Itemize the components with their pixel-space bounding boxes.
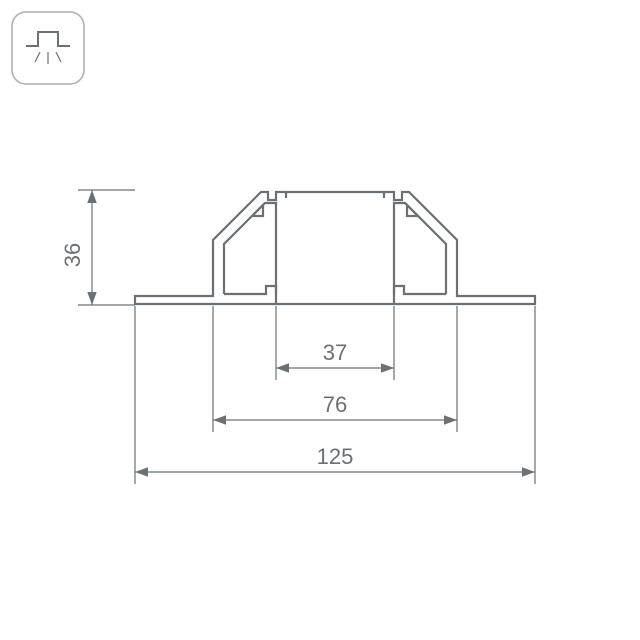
dimension-opening-value: 37: [323, 340, 347, 365]
dimension-height: 36: [60, 190, 135, 305]
profile-section: [135, 192, 535, 304]
downlight-icon: [12, 12, 84, 84]
dimension-height-value: 36: [60, 243, 85, 267]
technical-drawing: 36 37 76 125: [0, 0, 640, 640]
dimension-total-value: 125: [317, 444, 354, 469]
dimension-opening: 37: [276, 306, 394, 380]
dimension-inner: 76: [213, 306, 457, 432]
dimension-inner-value: 76: [323, 392, 347, 417]
